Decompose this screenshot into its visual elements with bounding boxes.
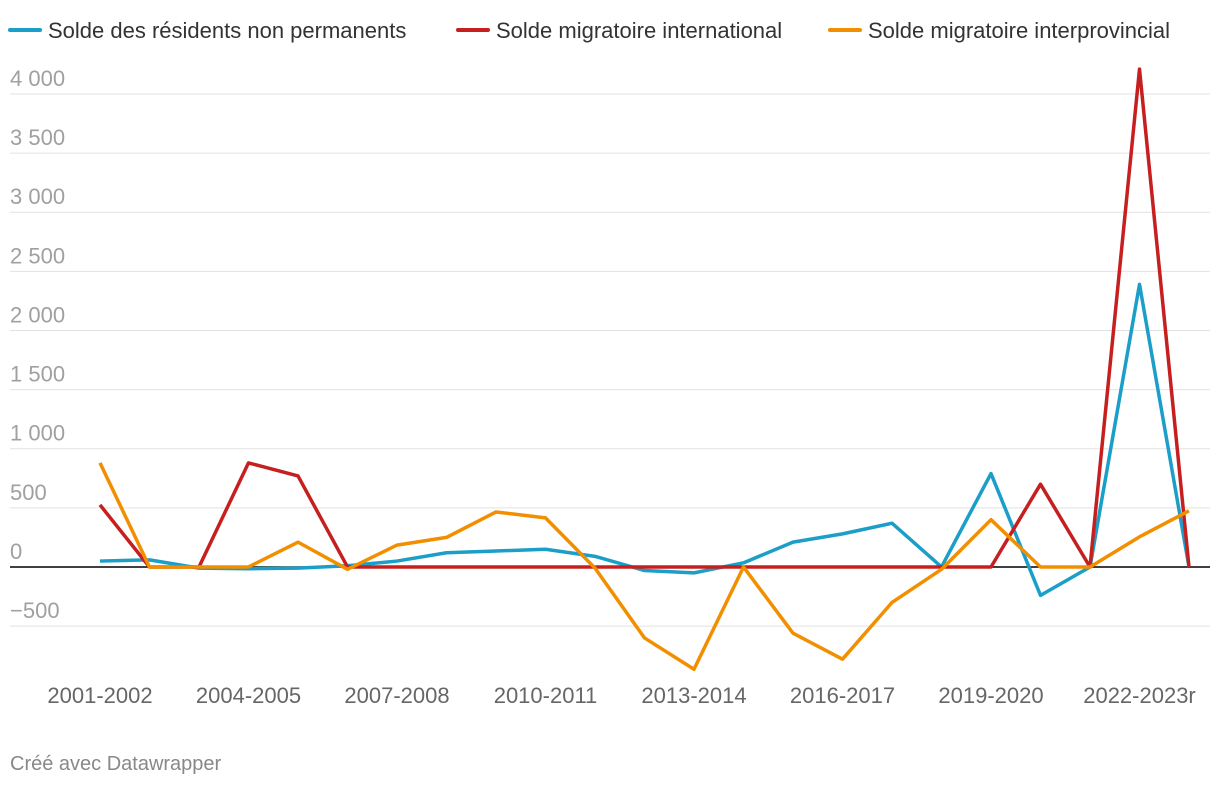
y-tick-label: 3 500 <box>10 125 65 150</box>
x-tick-label: 2007-2008 <box>344 683 449 708</box>
x-tick-label: 2004-2005 <box>196 683 301 708</box>
y-tick-label: 2 500 <box>10 243 65 268</box>
y-tick-label: 2 000 <box>10 302 65 327</box>
line <box>98 462 1190 672</box>
y-tick-label: 1 000 <box>10 421 65 446</box>
legend-label: Solde migratoire international <box>496 18 782 43</box>
line <box>99 282 1191 598</box>
footer: Créé avec Datawrapper <box>10 753 222 775</box>
y-tick-label: 1 500 <box>10 362 65 387</box>
x-tick-label: 2013-2014 <box>641 683 746 708</box>
x-tick-label: 2019-2020 <box>938 683 1043 708</box>
x-tick-label: 2022-2023r <box>1083 683 1196 708</box>
x-tick-label: 2010-2011 <box>494 683 598 708</box>
line <box>98 67 1191 569</box>
x-tick-label: 2016-2017 <box>790 683 895 708</box>
y-tick-label: 4 000 <box>10 66 65 91</box>
x-tick-label: 2001-2002 <box>47 683 152 708</box>
y-tick-label: 3 000 <box>10 184 65 209</box>
legend-label: Solde migratoire interprovincial <box>868 18 1170 43</box>
y-tick-label: −500 <box>10 598 60 623</box>
y-tick-label: 500 <box>10 480 47 505</box>
y-tick-label: 0 <box>10 539 22 564</box>
legend-label: Solde des résidents non permanents <box>48 18 406 43</box>
